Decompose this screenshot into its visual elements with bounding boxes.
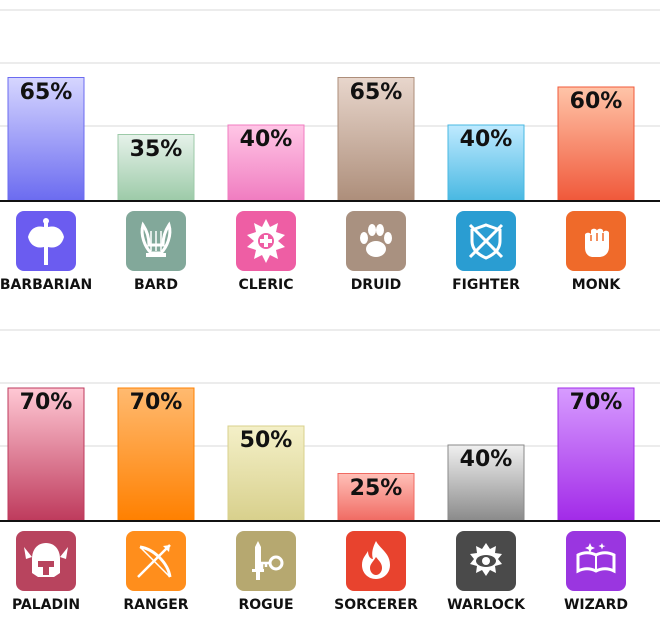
class-label-bard: BARD <box>134 277 178 293</box>
class-label-wizard: WIZARD <box>563 597 629 613</box>
class-label-paladin: PALADIN <box>11 597 81 613</box>
value-label-rogue: 50% <box>239 428 293 453</box>
value-label-warlock: 40% <box>459 447 513 472</box>
flame-icon <box>346 531 406 591</box>
spellbook-icon <box>566 531 626 591</box>
value-label-bard: 35% <box>129 136 183 162</box>
winged-helmet-icon <box>16 531 76 591</box>
bar-barbarian <box>7 77 85 202</box>
bar-ranger <box>117 387 195 522</box>
value-label-fighter: 40% <box>459 127 513 152</box>
fist-icon <box>566 211 626 271</box>
holy-symbol-icon <box>236 211 296 271</box>
bar-chart-2 <box>0 329 660 522</box>
eye-icon <box>456 531 516 591</box>
value-label-ranger: 70% <box>129 390 183 415</box>
chart-panel-1: 65% BARBARIAN 35% BARD 40% CLERIC 65% DRUID 40% F… <box>0 9 660 293</box>
value-label-barbarian: 65% <box>19 79 73 105</box>
bar-druid <box>337 77 415 202</box>
bar-wizard <box>557 387 635 522</box>
value-label-cleric: 40% <box>239 127 293 152</box>
bar-cleric <box>227 124 305 202</box>
bar-bard <box>117 134 195 202</box>
chart-panel-2: 70% PALADIN 70% RANGER 50% ROGUE 25% SORCERER 40… <box>0 320 660 640</box>
bar-rogue <box>227 425 305 522</box>
class-label-cleric: CLERIC <box>238 277 294 293</box>
bar-paladin <box>7 387 85 522</box>
bar-warlock <box>447 444 525 522</box>
bow-icon <box>126 531 186 591</box>
class-label-sorcerer: SORCERER <box>334 597 418 613</box>
bar-sorcerer <box>337 473 415 522</box>
crossed-swords-shield-icon <box>456 211 516 271</box>
class-label-warlock: WARLOCK <box>447 597 525 613</box>
dagger-key-icon <box>236 531 296 591</box>
class-label-ranger: RANGER <box>123 597 189 613</box>
value-label-wizard: 70% <box>569 390 623 415</box>
class-label-barbarian: BARBARIAN <box>0 277 93 293</box>
lyre-icon <box>126 211 186 271</box>
value-label-paladin: 70% <box>19 390 73 415</box>
class-label-rogue: ROGUE <box>238 597 294 613</box>
value-label-sorcerer: 25% <box>349 475 403 501</box>
axe-icon <box>16 211 76 271</box>
value-label-druid: 65% <box>349 79 403 105</box>
bar-chart-1 <box>0 9 660 202</box>
class-label-fighter: FIGHTER <box>452 277 520 293</box>
paw-icon <box>346 211 406 271</box>
value-label-monk: 60% <box>569 89 623 114</box>
class-label-monk: MONK <box>571 277 621 293</box>
class-label-druid: DRUID <box>350 277 402 293</box>
